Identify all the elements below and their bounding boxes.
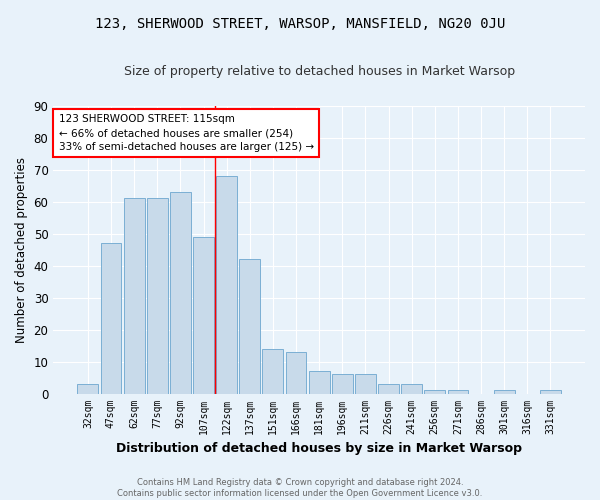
Text: 123 SHERWOOD STREET: 115sqm
← 66% of detached houses are smaller (254)
33% of se: 123 SHERWOOD STREET: 115sqm ← 66% of det… <box>59 114 314 152</box>
Bar <box>286 352 307 394</box>
Text: 123, SHERWOOD STREET, WARSOP, MANSFIELD, NG20 0JU: 123, SHERWOOD STREET, WARSOP, MANSFIELD,… <box>95 18 505 32</box>
Y-axis label: Number of detached properties: Number of detached properties <box>15 156 28 342</box>
Bar <box>401 384 422 394</box>
X-axis label: Distribution of detached houses by size in Market Warsop: Distribution of detached houses by size … <box>116 442 522 455</box>
Bar <box>540 390 561 394</box>
Bar <box>355 374 376 394</box>
Bar <box>262 349 283 394</box>
Bar <box>77 384 98 394</box>
Bar <box>239 259 260 394</box>
Bar <box>170 192 191 394</box>
Bar <box>216 176 237 394</box>
Bar <box>309 371 329 394</box>
Bar <box>424 390 445 394</box>
Bar <box>124 198 145 394</box>
Bar <box>101 243 121 394</box>
Bar <box>494 390 515 394</box>
Bar <box>378 384 399 394</box>
Title: Size of property relative to detached houses in Market Warsop: Size of property relative to detached ho… <box>124 65 515 78</box>
Bar <box>448 390 469 394</box>
Text: Contains HM Land Registry data © Crown copyright and database right 2024.
Contai: Contains HM Land Registry data © Crown c… <box>118 478 482 498</box>
Bar <box>332 374 353 394</box>
Bar <box>193 237 214 394</box>
Bar <box>147 198 167 394</box>
